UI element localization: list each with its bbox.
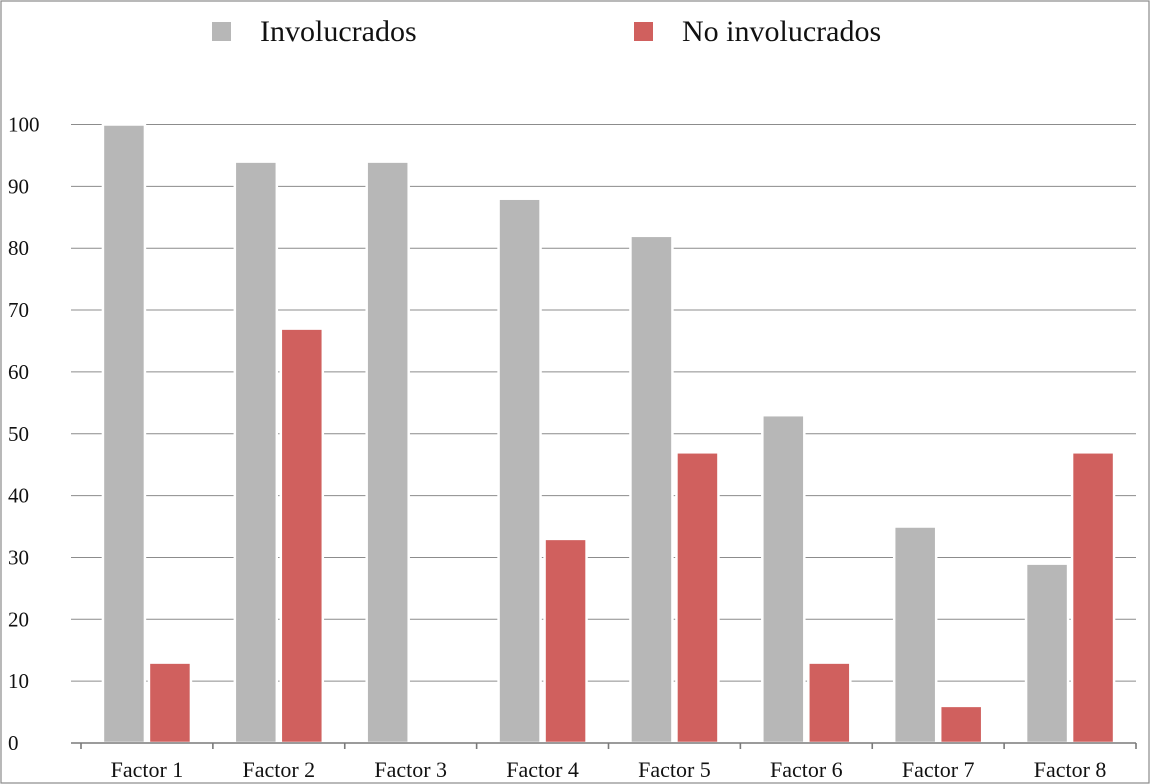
bar-no-involucrados	[807, 661, 852, 745]
x-tick-label: Factor 2	[242, 757, 315, 782]
y-tick-label: 40	[8, 484, 29, 508]
y-tick-label: 100	[8, 113, 40, 137]
bar-no-involucrados	[675, 451, 720, 745]
legend-label-no-involucrados: No involucrados	[682, 15, 881, 48]
gridlines	[71, 124, 1136, 682]
bar-no-involucrados	[279, 327, 325, 745]
bar-involucrados	[629, 234, 674, 745]
y-tick-label: 0	[8, 731, 19, 755]
bar-involucrados	[497, 197, 542, 745]
bar-involucrados	[892, 525, 938, 745]
x-tick-label: Factor 1	[111, 757, 184, 782]
x-tick-label: Factor 8	[1034, 757, 1107, 782]
x-tick-label: Factor 4	[506, 757, 579, 782]
y-tick-label: 70	[8, 298, 29, 322]
bar-no-involucrados	[543, 537, 588, 745]
x-tick-label: Factor 5	[638, 757, 711, 782]
bar-involucrados	[233, 160, 279, 745]
y-tick-label: 50	[8, 422, 29, 446]
bar-no-involucrados	[147, 661, 193, 745]
legend-label-involucrados: Involucrados	[260, 15, 417, 48]
legend-swatch-no-involucrados	[634, 22, 653, 41]
bar-no-involucrados	[1070, 451, 1116, 745]
x-tick-label: Factor 3	[374, 757, 447, 782]
y-tick-label: 10	[8, 669, 29, 693]
x-tick-label: Factor 7	[902, 757, 975, 782]
axes: 0 10 20 30 40 50 60 70 80 90 100 Factor 1 Factor 2 Fa…	[8, 113, 1137, 782]
bar-involucrados	[1024, 562, 1070, 745]
y-tick-label: 80	[8, 236, 29, 260]
bars	[101, 123, 1116, 745]
bar-involucrados	[365, 160, 410, 745]
y-tick-label: 60	[8, 360, 29, 384]
y-tick-label: 90	[8, 174, 29, 198]
legend-swatch-involucrados	[212, 22, 231, 41]
x-tick-label: Factor 6	[770, 757, 843, 782]
legend: Involucrados No involucrados	[212, 15, 881, 48]
y-tick-label: 30	[8, 545, 29, 569]
bar-no-involucrados	[938, 704, 984, 745]
y-tick-label: 20	[8, 607, 29, 631]
bar-involucrados	[101, 123, 147, 745]
bar-involucrados	[761, 413, 806, 745]
